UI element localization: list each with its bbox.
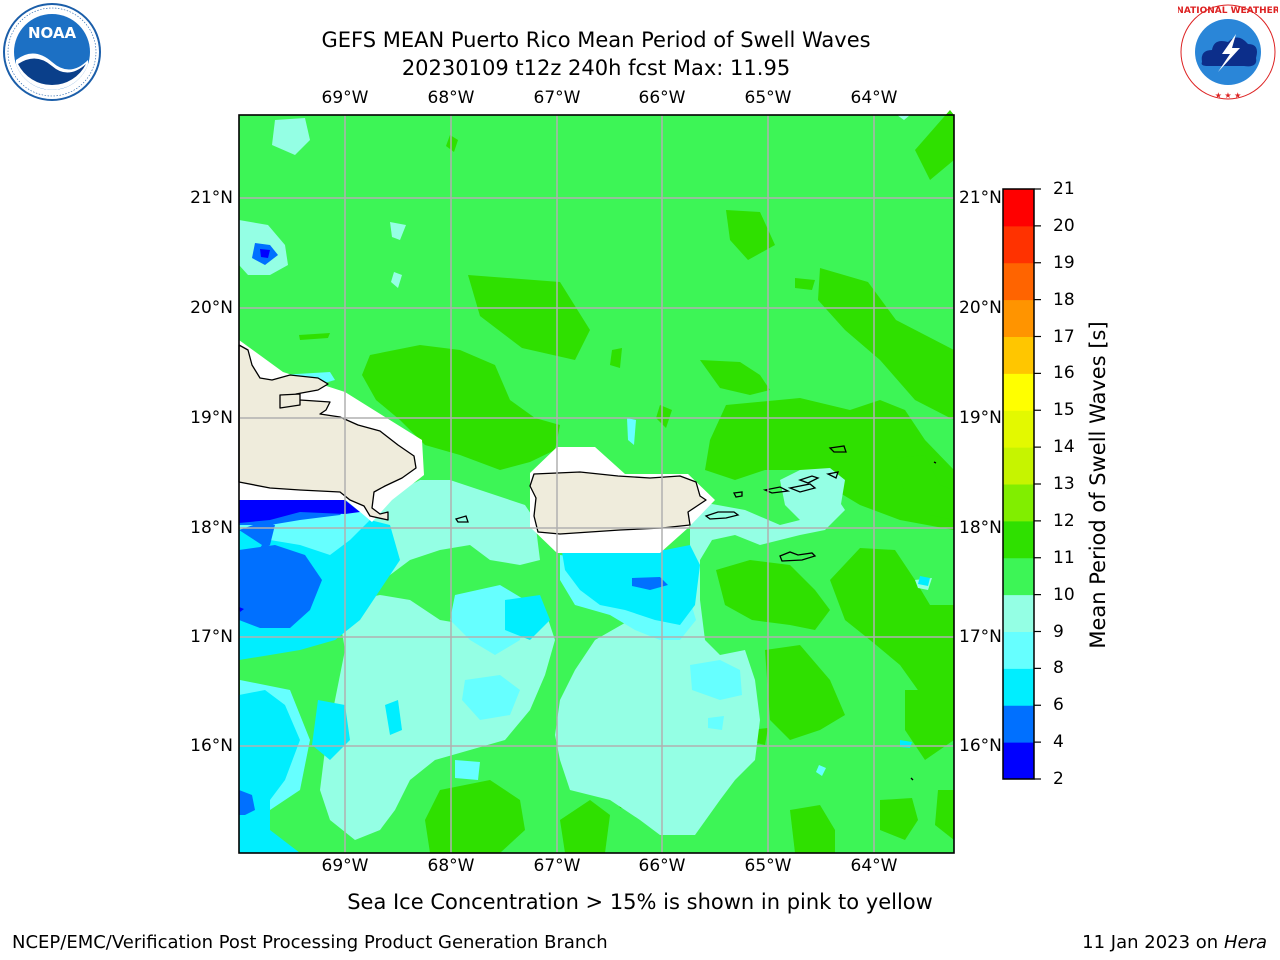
map-frame	[238, 114, 955, 854]
noaa-logo-text: NOAA	[28, 24, 77, 42]
colorbar-swatch	[1003, 447, 1034, 485]
chart-subtitle: 20230109 t12z 240h fcst Max: 11.95	[401, 56, 791, 80]
colorbar-swatch	[1003, 520, 1034, 559]
colorbar-swatch	[1003, 484, 1034, 522]
lat-label-left: 18°N	[190, 518, 233, 538]
lon-label-bottom: 69°W	[321, 856, 369, 876]
lon-label-top: 67°W	[533, 88, 581, 108]
lon-label-top: 68°W	[427, 88, 475, 108]
lon-label-bottom: 68°W	[427, 856, 475, 876]
colorbar-tick-label: 20	[1053, 215, 1075, 236]
lat-label-left: 16°N	[190, 736, 233, 756]
colorbar-tick-label: 4	[1053, 732, 1064, 753]
lat-label-left: 19°N	[190, 408, 233, 428]
colorbar-swatch	[1003, 631, 1034, 669]
lon-label-bottom: 67°W	[533, 856, 581, 876]
footer-date: 11 Jan 2023 on Hera	[1082, 932, 1267, 953]
colorbar-tick-label: 12	[1053, 510, 1075, 531]
colorbar-tick-label: 14	[1053, 437, 1075, 458]
nws-logo: NATIONAL WEATHER ★ ★ ★	[1178, 4, 1278, 100]
colorbar-swatch	[1003, 557, 1034, 596]
footer-host: Hera	[1223, 932, 1267, 953]
lat-label-right: 20°N	[959, 298, 1002, 318]
map-gridlines	[239, 115, 954, 853]
colorbar-tick-label: 17	[1053, 326, 1075, 347]
colorbar-swatch	[1003, 705, 1034, 743]
lat-label-left: 21°N	[190, 188, 233, 208]
lon-label-top: 65°W	[744, 88, 792, 108]
footer-credit: NCEP/EMC/Verification Post Processing Pr…	[12, 932, 608, 953]
colorbar-swatch	[1003, 410, 1034, 448]
lon-label-top: 69°W	[321, 88, 369, 108]
lat-label-left: 17°N	[190, 627, 233, 647]
colorbar-swatch	[1003, 373, 1034, 411]
footer-date-text: 11 Jan 2023 on	[1082, 932, 1224, 953]
colorbar-tick-label: 21	[1053, 179, 1075, 199]
svg-text:★ ★ ★: ★ ★ ★	[1215, 91, 1242, 100]
lat-label-right: 19°N	[959, 408, 1002, 428]
lon-label-bottom: 65°W	[744, 856, 792, 876]
small-islands	[454, 445, 937, 781]
lat-label-right: 21°N	[959, 188, 1002, 208]
colorbar-tick-label: 6	[1053, 695, 1064, 716]
lon-label-top: 66°W	[638, 88, 686, 108]
chart-title: GEFS MEAN Puerto Rico Mean Period of Swe…	[321, 28, 871, 52]
colorbar-tick-label: 18	[1053, 289, 1075, 310]
lon-label-top: 64°W	[850, 88, 898, 108]
period-2-4-band	[239, 249, 360, 612]
lat-label-left: 20°N	[190, 298, 233, 318]
colorbar-tick-label: 2	[1053, 769, 1064, 789]
lon-label-bottom: 64°W	[850, 856, 898, 876]
colorbar-tick-label: 8	[1053, 658, 1064, 679]
colorbar-swatch	[1003, 225, 1034, 264]
colorbar-swatch	[1003, 742, 1034, 780]
colorbar-tick-label: 15	[1053, 400, 1075, 421]
colorbar-swatch	[1003, 594, 1034, 632]
hispaniola-landmass	[238, 344, 417, 521]
colorbar-tick-label: 10	[1053, 584, 1075, 605]
colorbar-tick-label: 16	[1053, 363, 1075, 384]
colorbar-swatch	[1003, 668, 1034, 706]
colorbar-swatch	[1003, 189, 1034, 227]
colorbar	[1002, 188, 1041, 780]
sea-ice-caption: Sea Ice Concentration > 15% is shown in …	[347, 890, 933, 914]
colorbar-tick-label: 9	[1053, 621, 1064, 642]
colorbar-title: Mean Period of Swell Waves [s]	[1086, 321, 1110, 649]
noaa-logo: NOAA	[3, 3, 101, 101]
colorbar-swatch	[1003, 299, 1034, 337]
colorbar-swatch	[1003, 336, 1034, 374]
colorbar-swatch	[1003, 262, 1034, 301]
lat-label-right: 16°N	[959, 736, 1002, 756]
lat-label-right: 18°N	[959, 518, 1002, 538]
svg-text:NATIONAL WEATHER: NATIONAL WEATHER	[1178, 6, 1278, 16]
lon-label-bottom: 66°W	[638, 856, 686, 876]
lat-label-right: 17°N	[959, 627, 1002, 647]
colorbar-tick-label: 13	[1053, 474, 1075, 494]
colorbar-tick-label: 19	[1053, 252, 1075, 273]
colorbar-tick-label: 11	[1053, 547, 1075, 568]
